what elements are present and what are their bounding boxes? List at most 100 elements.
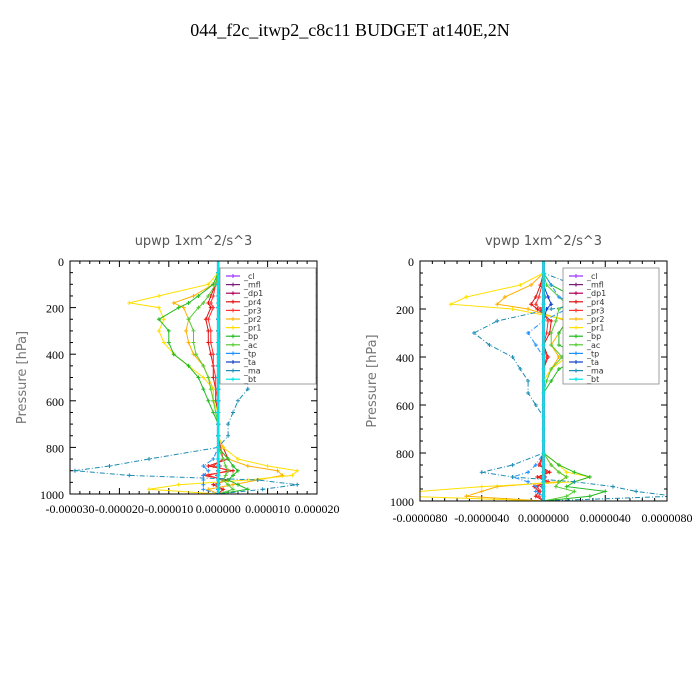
legend-marker <box>231 299 235 304</box>
series-marker <box>196 375 201 380</box>
series-marker <box>510 355 515 359</box>
series-marker <box>216 482 221 487</box>
series-marker <box>196 305 201 310</box>
series-marker <box>193 352 198 357</box>
legend-entry: _pr3 <box>586 306 604 315</box>
series-marker <box>176 482 181 487</box>
series-marker <box>541 415 546 419</box>
series-marker <box>541 391 546 395</box>
series-marker <box>223 464 228 469</box>
legend-entry: _bp <box>243 332 258 341</box>
series-marker <box>295 468 300 473</box>
series-marker <box>556 331 561 335</box>
series-marker <box>610 484 615 489</box>
y-tick-label: 600 <box>396 399 414 413</box>
series-marker <box>201 363 206 368</box>
series-marker <box>201 482 206 487</box>
series-marker <box>186 363 191 368</box>
legend-entry: _pr1 <box>586 324 604 333</box>
series-marker <box>495 302 500 307</box>
series-marker <box>495 484 500 489</box>
y-axis-label: Pressure [hPa] <box>15 331 30 424</box>
series-marker <box>176 305 181 310</box>
legend-entry: _ac <box>586 341 600 350</box>
series-marker <box>216 340 221 345</box>
series-marker <box>216 422 221 427</box>
series-marker <box>549 307 554 311</box>
series-marker <box>201 478 206 483</box>
y-tick-label: 800 <box>46 441 64 455</box>
chart-panel-2: vpwp 1xm^2/s^3 Pressure [hPa] -0.0000080 -0… <box>365 234 693 525</box>
series-marker <box>231 473 236 478</box>
series-marker <box>216 398 221 403</box>
series-marker <box>529 283 534 287</box>
series-marker <box>196 293 201 298</box>
legend: _cl_mfl_dp1_pr4_pr3_pr2_pr1_bp_ac_tp_ta_… <box>219 267 317 385</box>
y-tick-label: 400 <box>396 351 414 365</box>
series-marker <box>231 487 236 492</box>
legend-marker <box>231 334 235 339</box>
series-marker <box>479 470 484 475</box>
series-marker <box>533 302 538 307</box>
series-marker <box>533 343 538 347</box>
series-marker <box>541 499 546 501</box>
series-marker <box>211 457 216 462</box>
series-marker <box>171 352 176 357</box>
series-marker <box>541 427 546 431</box>
x-tick-label: 0.0000000 <box>518 511 569 525</box>
series-marker <box>556 307 561 311</box>
legend-entry: _mfl <box>243 281 261 290</box>
x-tick-label: 0.000010 <box>245 502 290 516</box>
series-marker <box>472 331 477 335</box>
series-marker <box>201 387 206 392</box>
legend-marker <box>574 351 578 356</box>
legend-entry: _tp <box>586 349 599 358</box>
legend-entry: _pr2 <box>586 315 604 324</box>
x-tick-label: -0.0000040 <box>454 511 509 525</box>
series-marker <box>479 484 484 489</box>
y-tick-label: 1000 <box>40 488 64 502</box>
x-tick-label: -0.0000080 <box>393 511 448 525</box>
legend-marker <box>231 308 235 313</box>
series-marker <box>216 328 221 333</box>
series-marker <box>231 468 236 473</box>
series-marker <box>533 484 538 489</box>
series-marker <box>206 473 211 478</box>
x-tick-label: 0.0000080 <box>642 511 693 525</box>
series-marker <box>231 464 236 469</box>
series-marker <box>216 433 221 438</box>
series-marker <box>495 319 500 323</box>
series-marker <box>510 307 515 311</box>
series-marker <box>541 451 546 455</box>
series-marker <box>572 479 577 484</box>
legend-marker <box>574 282 578 287</box>
series-marker <box>572 489 577 494</box>
series-marker <box>541 479 546 484</box>
series-marker <box>107 464 112 469</box>
series-marker <box>245 464 250 469</box>
series-marker <box>541 379 546 383</box>
legend-entry: _ta <box>243 358 256 367</box>
series-marker <box>553 484 558 489</box>
series-marker <box>556 470 561 475</box>
x-tick-label: -0.000010 <box>144 502 193 516</box>
y-tick-label: 1000 <box>390 495 414 509</box>
series-marker <box>226 468 231 473</box>
series-marker <box>208 328 213 333</box>
series-marker <box>127 473 132 478</box>
y-tick-label: 400 <box>46 348 64 362</box>
series-marker <box>673 494 677 498</box>
series-marker <box>541 475 546 479</box>
series-marker <box>564 475 569 479</box>
series-marker <box>216 352 221 357</box>
series-marker <box>541 307 546 311</box>
legend-entry: _pr1 <box>243 324 261 333</box>
series-marker <box>216 473 221 478</box>
series-marker <box>216 457 221 462</box>
legend-entry: _pr3 <box>243 306 261 315</box>
x-tick-label: 0.000000 <box>196 502 241 516</box>
series-marker <box>156 317 161 322</box>
series-marker <box>541 295 546 299</box>
y-axis-label: Pressure [hPa] <box>365 334 380 427</box>
